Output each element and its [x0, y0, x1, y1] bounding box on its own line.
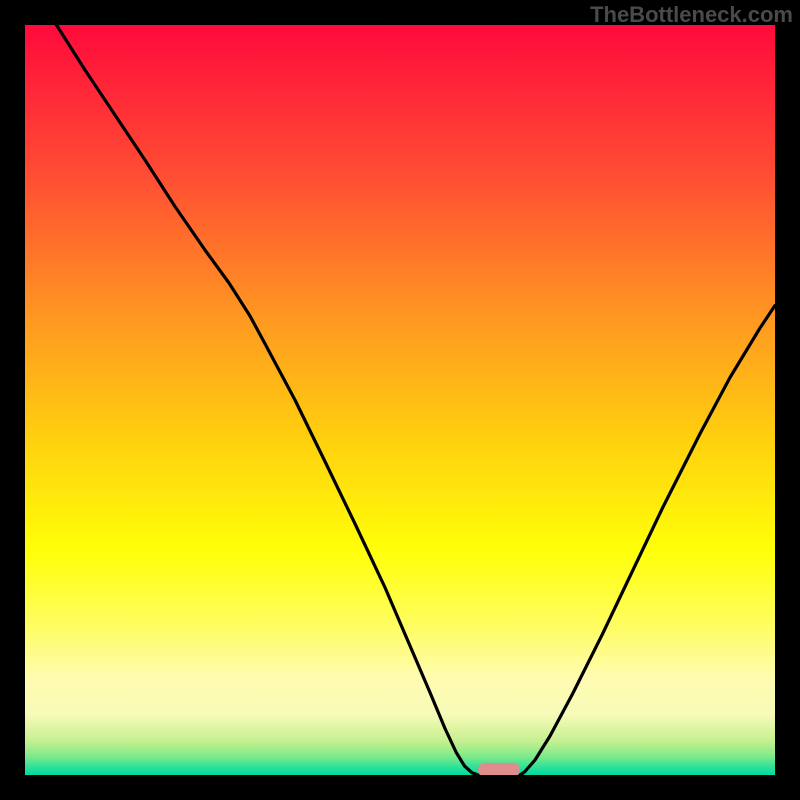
plot-area [25, 25, 775, 775]
gradient-background [25, 25, 775, 775]
outer-frame: TheBottleneck.com [0, 0, 800, 800]
watermark-text: TheBottleneck.com [590, 2, 793, 28]
optimal-band-marker [478, 763, 520, 775]
chart-svg [25, 25, 775, 775]
